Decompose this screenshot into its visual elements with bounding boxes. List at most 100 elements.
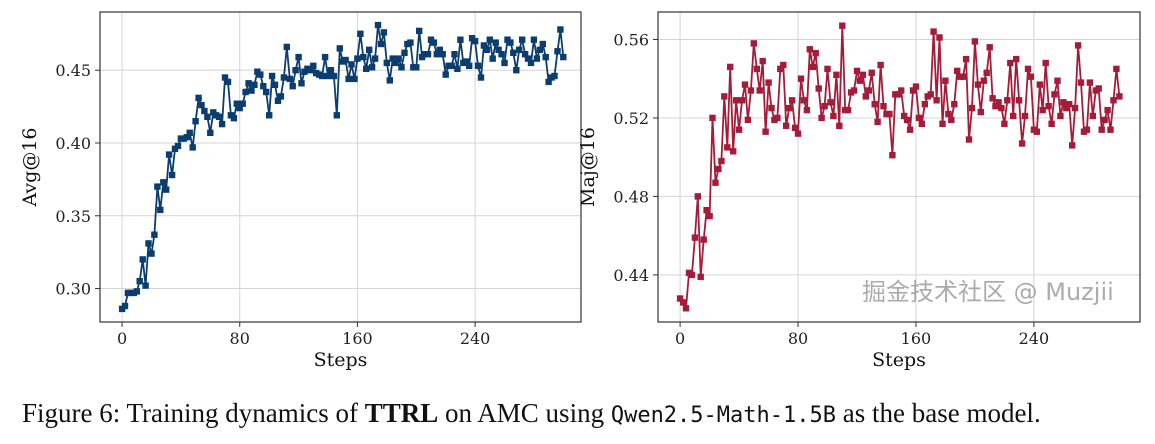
data-point bbox=[968, 104, 976, 112]
data-point bbox=[474, 62, 482, 69]
data-point bbox=[121, 302, 129, 310]
y-axis-label: Maj@16 bbox=[577, 127, 599, 207]
data-point bbox=[794, 130, 802, 137]
x-tick-label: 240 bbox=[1019, 329, 1050, 348]
data-point bbox=[239, 100, 246, 107]
data-point bbox=[433, 51, 440, 58]
figure-caption: Figure 6: Training dynamics of TTRL on A… bbox=[22, 398, 1041, 429]
data-point bbox=[954, 67, 961, 75]
data-point bbox=[401, 49, 408, 56]
data-point bbox=[1048, 120, 1055, 127]
data-point bbox=[395, 55, 402, 62]
data-point bbox=[354, 55, 361, 62]
data-point bbox=[207, 129, 214, 136]
data-point bbox=[292, 67, 299, 74]
data-point bbox=[324, 72, 332, 80]
plot-frame bbox=[99, 11, 582, 323]
data-point bbox=[727, 63, 734, 71]
data-point bbox=[989, 95, 996, 102]
data-point bbox=[986, 44, 993, 51]
data-point bbox=[136, 278, 143, 285]
data-point bbox=[865, 87, 872, 94]
y-tick-label: 0.30 bbox=[55, 280, 91, 299]
data-point bbox=[289, 83, 296, 90]
data-point bbox=[1018, 140, 1026, 147]
data-point bbox=[277, 93, 285, 100]
data-point bbox=[215, 113, 223, 120]
data-point bbox=[471, 37, 479, 45]
data-point bbox=[909, 87, 917, 94]
data-point bbox=[912, 83, 920, 90]
data-point bbox=[974, 81, 982, 88]
data-point bbox=[377, 40, 385, 48]
data-point bbox=[489, 55, 496, 62]
data-point bbox=[280, 74, 288, 81]
data-point bbox=[886, 110, 893, 118]
data-point bbox=[679, 299, 687, 306]
data-point bbox=[295, 53, 302, 61]
data-point bbox=[513, 67, 520, 74]
data-point bbox=[936, 34, 943, 41]
data-point bbox=[442, 71, 449, 78]
data-point bbox=[1015, 97, 1023, 104]
data-point bbox=[407, 39, 414, 46]
x-tick-label: 80 bbox=[788, 329, 808, 348]
data-point bbox=[694, 193, 701, 200]
data-point bbox=[342, 56, 349, 64]
data-point bbox=[921, 101, 928, 108]
data-point bbox=[948, 116, 955, 124]
y-tick-label: 0.56 bbox=[613, 30, 649, 49]
data-point bbox=[298, 80, 305, 87]
data-point bbox=[1021, 112, 1029, 120]
data-point bbox=[189, 144, 196, 151]
data-point bbox=[557, 26, 564, 33]
data-point bbox=[709, 114, 716, 122]
data-point bbox=[833, 71, 840, 78]
data-point bbox=[374, 21, 382, 29]
data-point bbox=[436, 46, 443, 53]
data-point bbox=[1095, 85, 1102, 92]
data-point bbox=[492, 39, 499, 46]
data-point bbox=[501, 59, 508, 67]
data-point bbox=[880, 103, 887, 110]
y-tick-label: 0.35 bbox=[55, 207, 91, 226]
data-point bbox=[744, 116, 752, 124]
data-point bbox=[759, 57, 766, 65]
data-point bbox=[274, 97, 282, 104]
data-point bbox=[168, 171, 176, 179]
x-tick-label: 0 bbox=[675, 329, 685, 348]
y-tick-label: 0.48 bbox=[613, 187, 649, 206]
data-point bbox=[933, 97, 940, 104]
data-point bbox=[530, 36, 538, 43]
data-point bbox=[762, 128, 769, 135]
data-point bbox=[691, 234, 699, 241]
data-point bbox=[142, 282, 149, 289]
data-point bbox=[815, 85, 822, 92]
data-point bbox=[398, 64, 405, 71]
data-point bbox=[510, 49, 517, 56]
data-point bbox=[812, 50, 819, 57]
data-point bbox=[218, 120, 226, 128]
data-point bbox=[498, 51, 505, 58]
data-point bbox=[139, 256, 146, 263]
data-point bbox=[844, 106, 852, 114]
data-point bbox=[1116, 93, 1123, 100]
data-point bbox=[483, 46, 491, 53]
data-point bbox=[715, 165, 722, 173]
data-point bbox=[260, 83, 267, 90]
data-point bbox=[539, 40, 546, 48]
data-point bbox=[1013, 55, 1020, 63]
data-point bbox=[318, 72, 326, 80]
data-point bbox=[533, 55, 541, 62]
data-point bbox=[1045, 103, 1052, 110]
data-point bbox=[1063, 104, 1070, 112]
data-point bbox=[551, 72, 558, 80]
data-point bbox=[903, 116, 911, 124]
data-point bbox=[495, 46, 502, 53]
data-point bbox=[198, 101, 205, 109]
data-point bbox=[1010, 112, 1017, 120]
data-point bbox=[224, 78, 232, 86]
data-point bbox=[357, 30, 364, 37]
x-axis-label: Steps bbox=[872, 349, 926, 371]
